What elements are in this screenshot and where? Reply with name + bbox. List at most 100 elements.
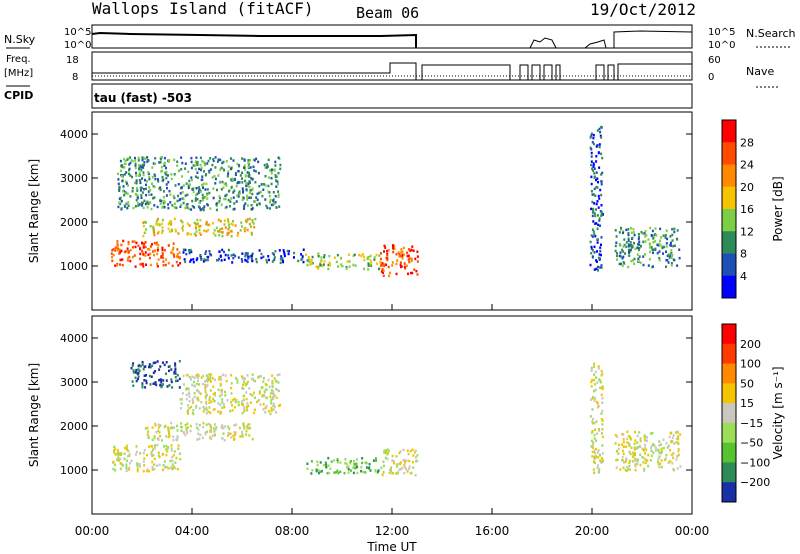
power-cell bbox=[135, 241, 138, 245]
power-cell bbox=[337, 265, 340, 268]
velocity-cell bbox=[600, 393, 603, 397]
power-cell bbox=[136, 194, 139, 197]
power-cell bbox=[643, 232, 646, 235]
velocity-cell bbox=[187, 412, 190, 415]
velocity-cell bbox=[272, 402, 275, 406]
velocity-cell bbox=[209, 411, 212, 415]
velocity-cell bbox=[157, 438, 160, 441]
velocity-cell bbox=[158, 378, 161, 382]
power-cell bbox=[137, 156, 140, 160]
power-cell bbox=[137, 244, 140, 247]
power-cell bbox=[142, 221, 145, 225]
velocity-cell bbox=[214, 378, 217, 382]
power-cell bbox=[406, 251, 408, 254]
power-cell bbox=[116, 245, 119, 248]
power-cell bbox=[629, 227, 632, 230]
velocity-cell bbox=[369, 469, 372, 472]
velocity-cell bbox=[252, 377, 254, 381]
velocity-cell bbox=[344, 461, 347, 465]
power-cell bbox=[373, 258, 376, 261]
power-cell bbox=[256, 203, 258, 206]
power-cell bbox=[387, 274, 390, 278]
power-cell bbox=[192, 187, 195, 190]
power-cell bbox=[236, 162, 239, 166]
velocity-cell bbox=[675, 441, 678, 444]
velocity-cell bbox=[593, 433, 596, 437]
power-cell bbox=[190, 160, 193, 164]
power-cell bbox=[346, 260, 349, 263]
power-cell bbox=[163, 248, 166, 252]
power-cell bbox=[268, 258, 270, 262]
velocity-cell bbox=[679, 433, 682, 436]
power-cell bbox=[600, 173, 603, 176]
velocity-echo-region bbox=[614, 430, 682, 473]
power-cell bbox=[311, 255, 314, 259]
velocity-cell bbox=[204, 391, 207, 394]
power-cell bbox=[217, 218, 220, 222]
power-cell bbox=[227, 170, 230, 173]
power-cell bbox=[196, 257, 199, 260]
power-cell bbox=[202, 182, 205, 185]
power-cell bbox=[161, 218, 164, 222]
velocity-echo-region bbox=[112, 443, 182, 473]
power-cell bbox=[246, 204, 249, 207]
velocity-cell bbox=[209, 377, 212, 381]
velocity-cell bbox=[210, 428, 213, 432]
power-cell bbox=[277, 156, 280, 159]
power-cell bbox=[132, 246, 134, 249]
power-cell bbox=[632, 231, 635, 234]
velocity-cell bbox=[593, 471, 596, 475]
power-cell bbox=[270, 182, 273, 186]
power-cell bbox=[630, 259, 633, 263]
velocity-cell bbox=[190, 405, 193, 409]
power-cell bbox=[367, 262, 370, 265]
velocity-cell bbox=[144, 365, 147, 368]
velocity-cell bbox=[209, 430, 212, 433]
power-cell bbox=[601, 171, 604, 175]
power-cell bbox=[631, 245, 634, 248]
velocity-cell bbox=[204, 385, 207, 389]
power-cell bbox=[212, 196, 215, 200]
power-cell bbox=[622, 250, 625, 253]
power-cell bbox=[629, 248, 632, 252]
velocity-cell bbox=[375, 459, 378, 462]
power-cell bbox=[414, 257, 417, 261]
power-cell bbox=[138, 174, 141, 177]
velocity-cell bbox=[593, 421, 596, 425]
power-cell bbox=[123, 173, 126, 176]
velocity-cell bbox=[220, 393, 223, 396]
power-cell bbox=[139, 181, 142, 185]
power-frame bbox=[91, 111, 693, 311]
power-cell bbox=[411, 271, 414, 275]
velocity-cell bbox=[213, 427, 215, 430]
power-cell bbox=[139, 252, 142, 256]
velocity-cell bbox=[166, 385, 169, 388]
velocity-cell bbox=[368, 462, 371, 466]
velocity-cell bbox=[617, 452, 620, 455]
velocity-cell bbox=[595, 447, 597, 451]
velocity-cell bbox=[195, 382, 198, 386]
power-colorbar-segment bbox=[722, 142, 736, 165]
velocity-cell bbox=[621, 459, 624, 462]
power-cell bbox=[119, 159, 122, 163]
velocity-cell bbox=[402, 448, 405, 452]
power-cell bbox=[141, 204, 143, 207]
power-cell bbox=[671, 228, 674, 231]
nsky-panel bbox=[91, 24, 693, 49]
power-cell bbox=[644, 240, 647, 243]
power-cell bbox=[621, 248, 624, 252]
power-cell bbox=[399, 254, 402, 257]
power-cell bbox=[596, 129, 599, 132]
velocity-cell bbox=[388, 471, 391, 475]
velocity-cell bbox=[355, 458, 358, 461]
power-cell bbox=[254, 181, 257, 184]
power-cell bbox=[327, 263, 330, 267]
power-cell bbox=[141, 158, 144, 162]
power-cell bbox=[242, 189, 245, 192]
velocity-cell bbox=[258, 375, 260, 378]
velocity-cell bbox=[208, 373, 211, 376]
power-cell bbox=[157, 244, 160, 247]
velocity-cell bbox=[174, 364, 177, 367]
power-cell bbox=[317, 253, 320, 256]
power-cell bbox=[599, 246, 602, 249]
